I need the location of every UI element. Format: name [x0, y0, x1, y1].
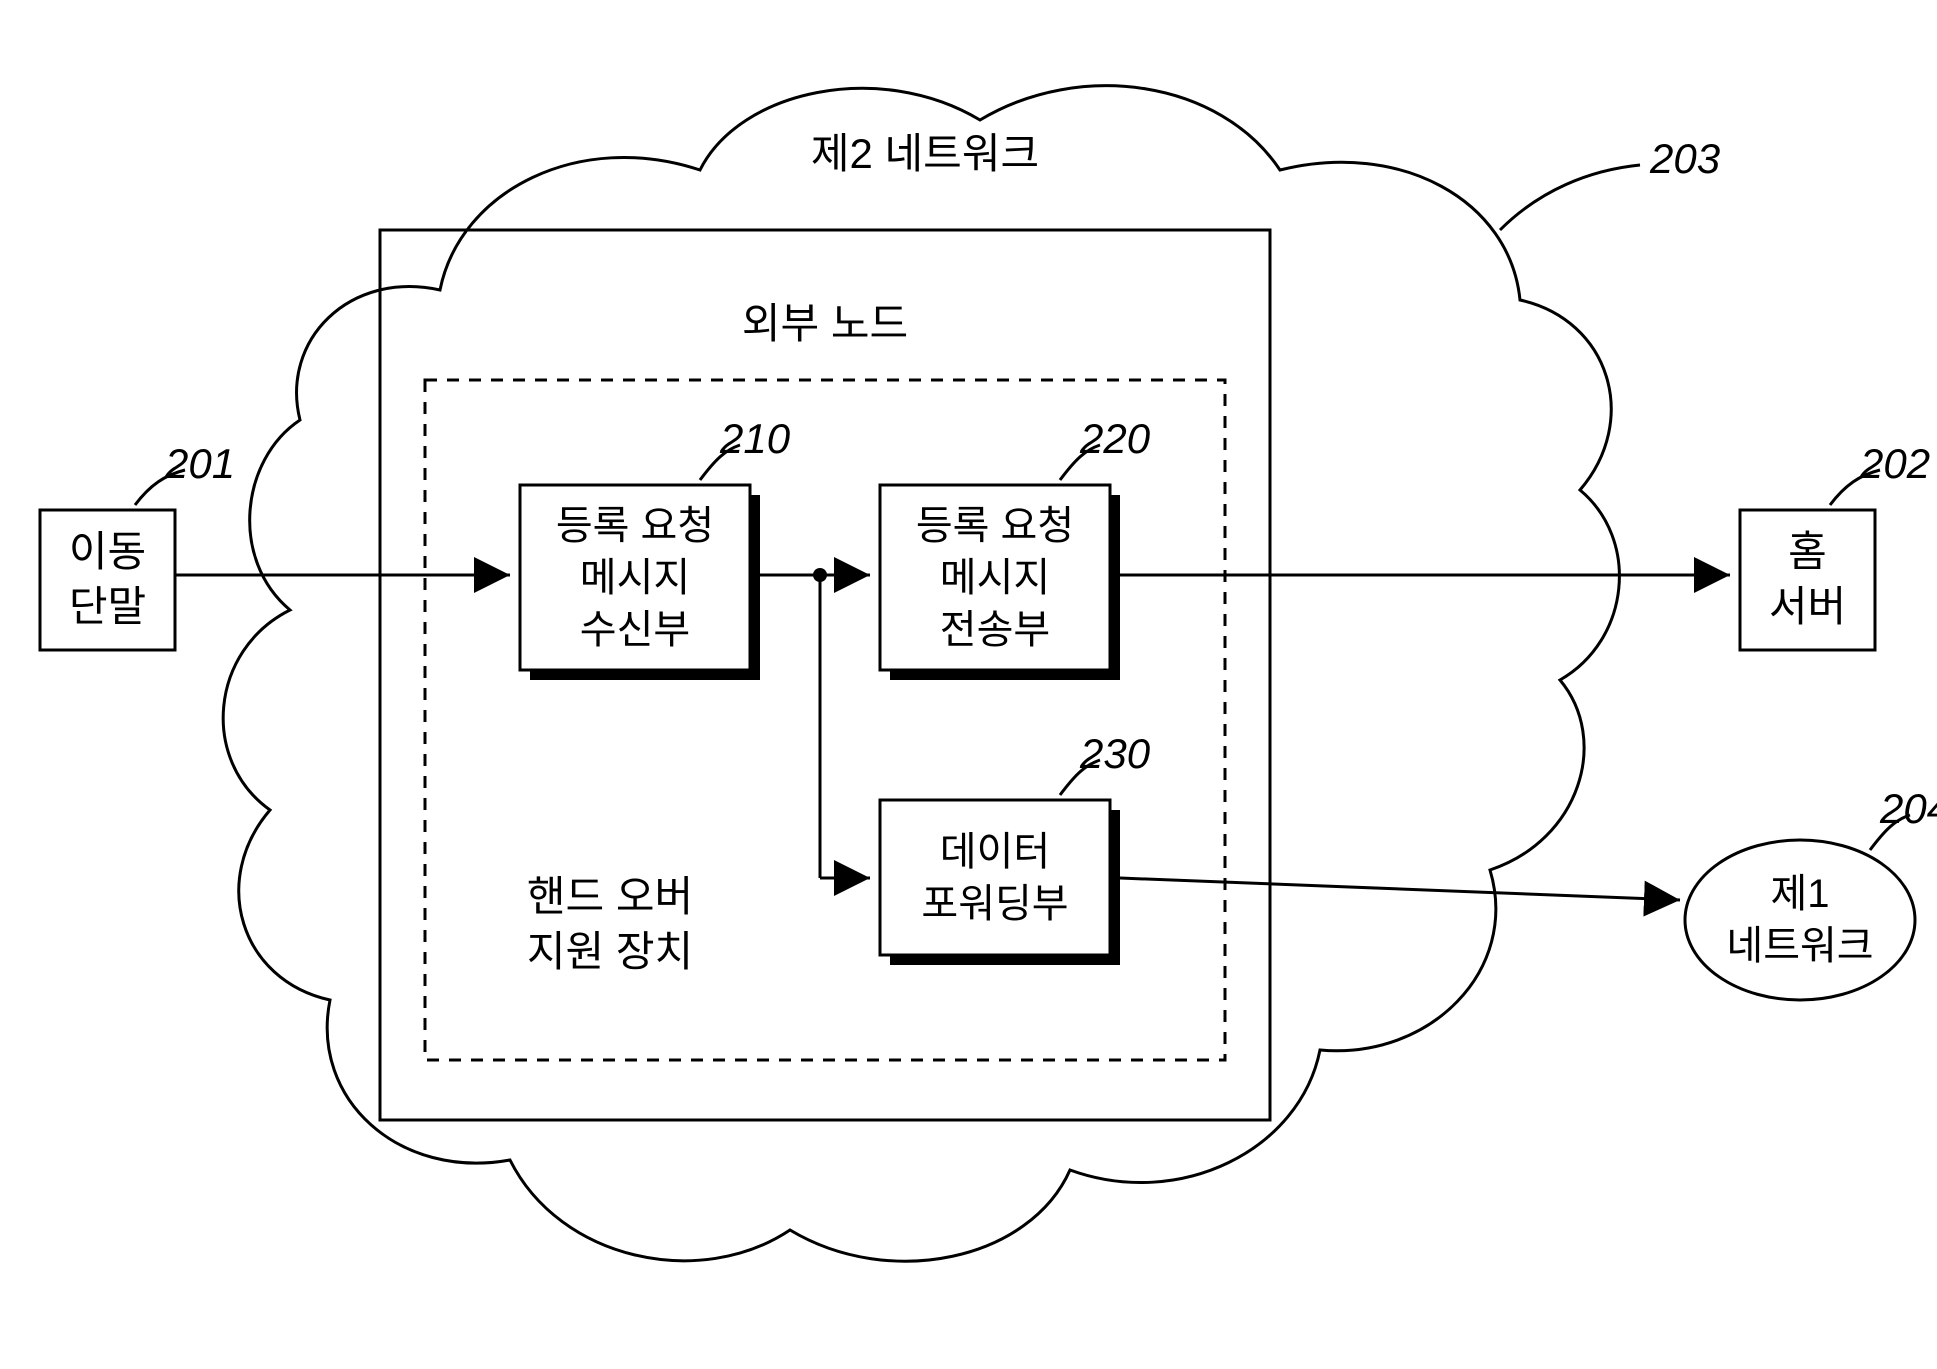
first-network-text: 제1 네트워크 — [1695, 860, 1905, 980]
outer-node-box — [380, 230, 1270, 1120]
arrow-forwarding-to-net1 — [1120, 878, 1680, 900]
ref-201-label: 201 — [165, 440, 235, 488]
ref-203-label: 203 — [1650, 135, 1720, 183]
ref-204-label: 204 — [1880, 785, 1937, 833]
inner-box-title: 핸드 오버 지원 장치 — [480, 870, 740, 979]
leader-203 — [1500, 165, 1640, 230]
mobile-terminal-text: 이동 단말 — [40, 510, 175, 650]
diagram-svg — [0, 0, 1937, 1369]
ref-210-label: 210 — [720, 415, 790, 463]
diagram-container: 203 제2 네트워크 외부 노드 핸드 오버 지원 장치 201 이동 단말 … — [0, 0, 1937, 1369]
data-forwarding-text: 데이터 포워딩부 — [880, 800, 1110, 955]
ref-220-label: 220 — [1080, 415, 1150, 463]
ref-202-label: 202 — [1860, 440, 1930, 488]
ref-230-label: 230 — [1080, 730, 1150, 778]
cloud-title: 제2 네트워크 — [700, 120, 1150, 181]
msg-receiver-text: 등록 요청 메시지 수신부 — [520, 485, 750, 670]
msg-sender-text: 등록 요청 메시지 전송부 — [880, 485, 1110, 670]
outer-node-title: 외부 노드 — [700, 290, 950, 351]
home-server-text: 홈 서버 — [1740, 510, 1875, 650]
